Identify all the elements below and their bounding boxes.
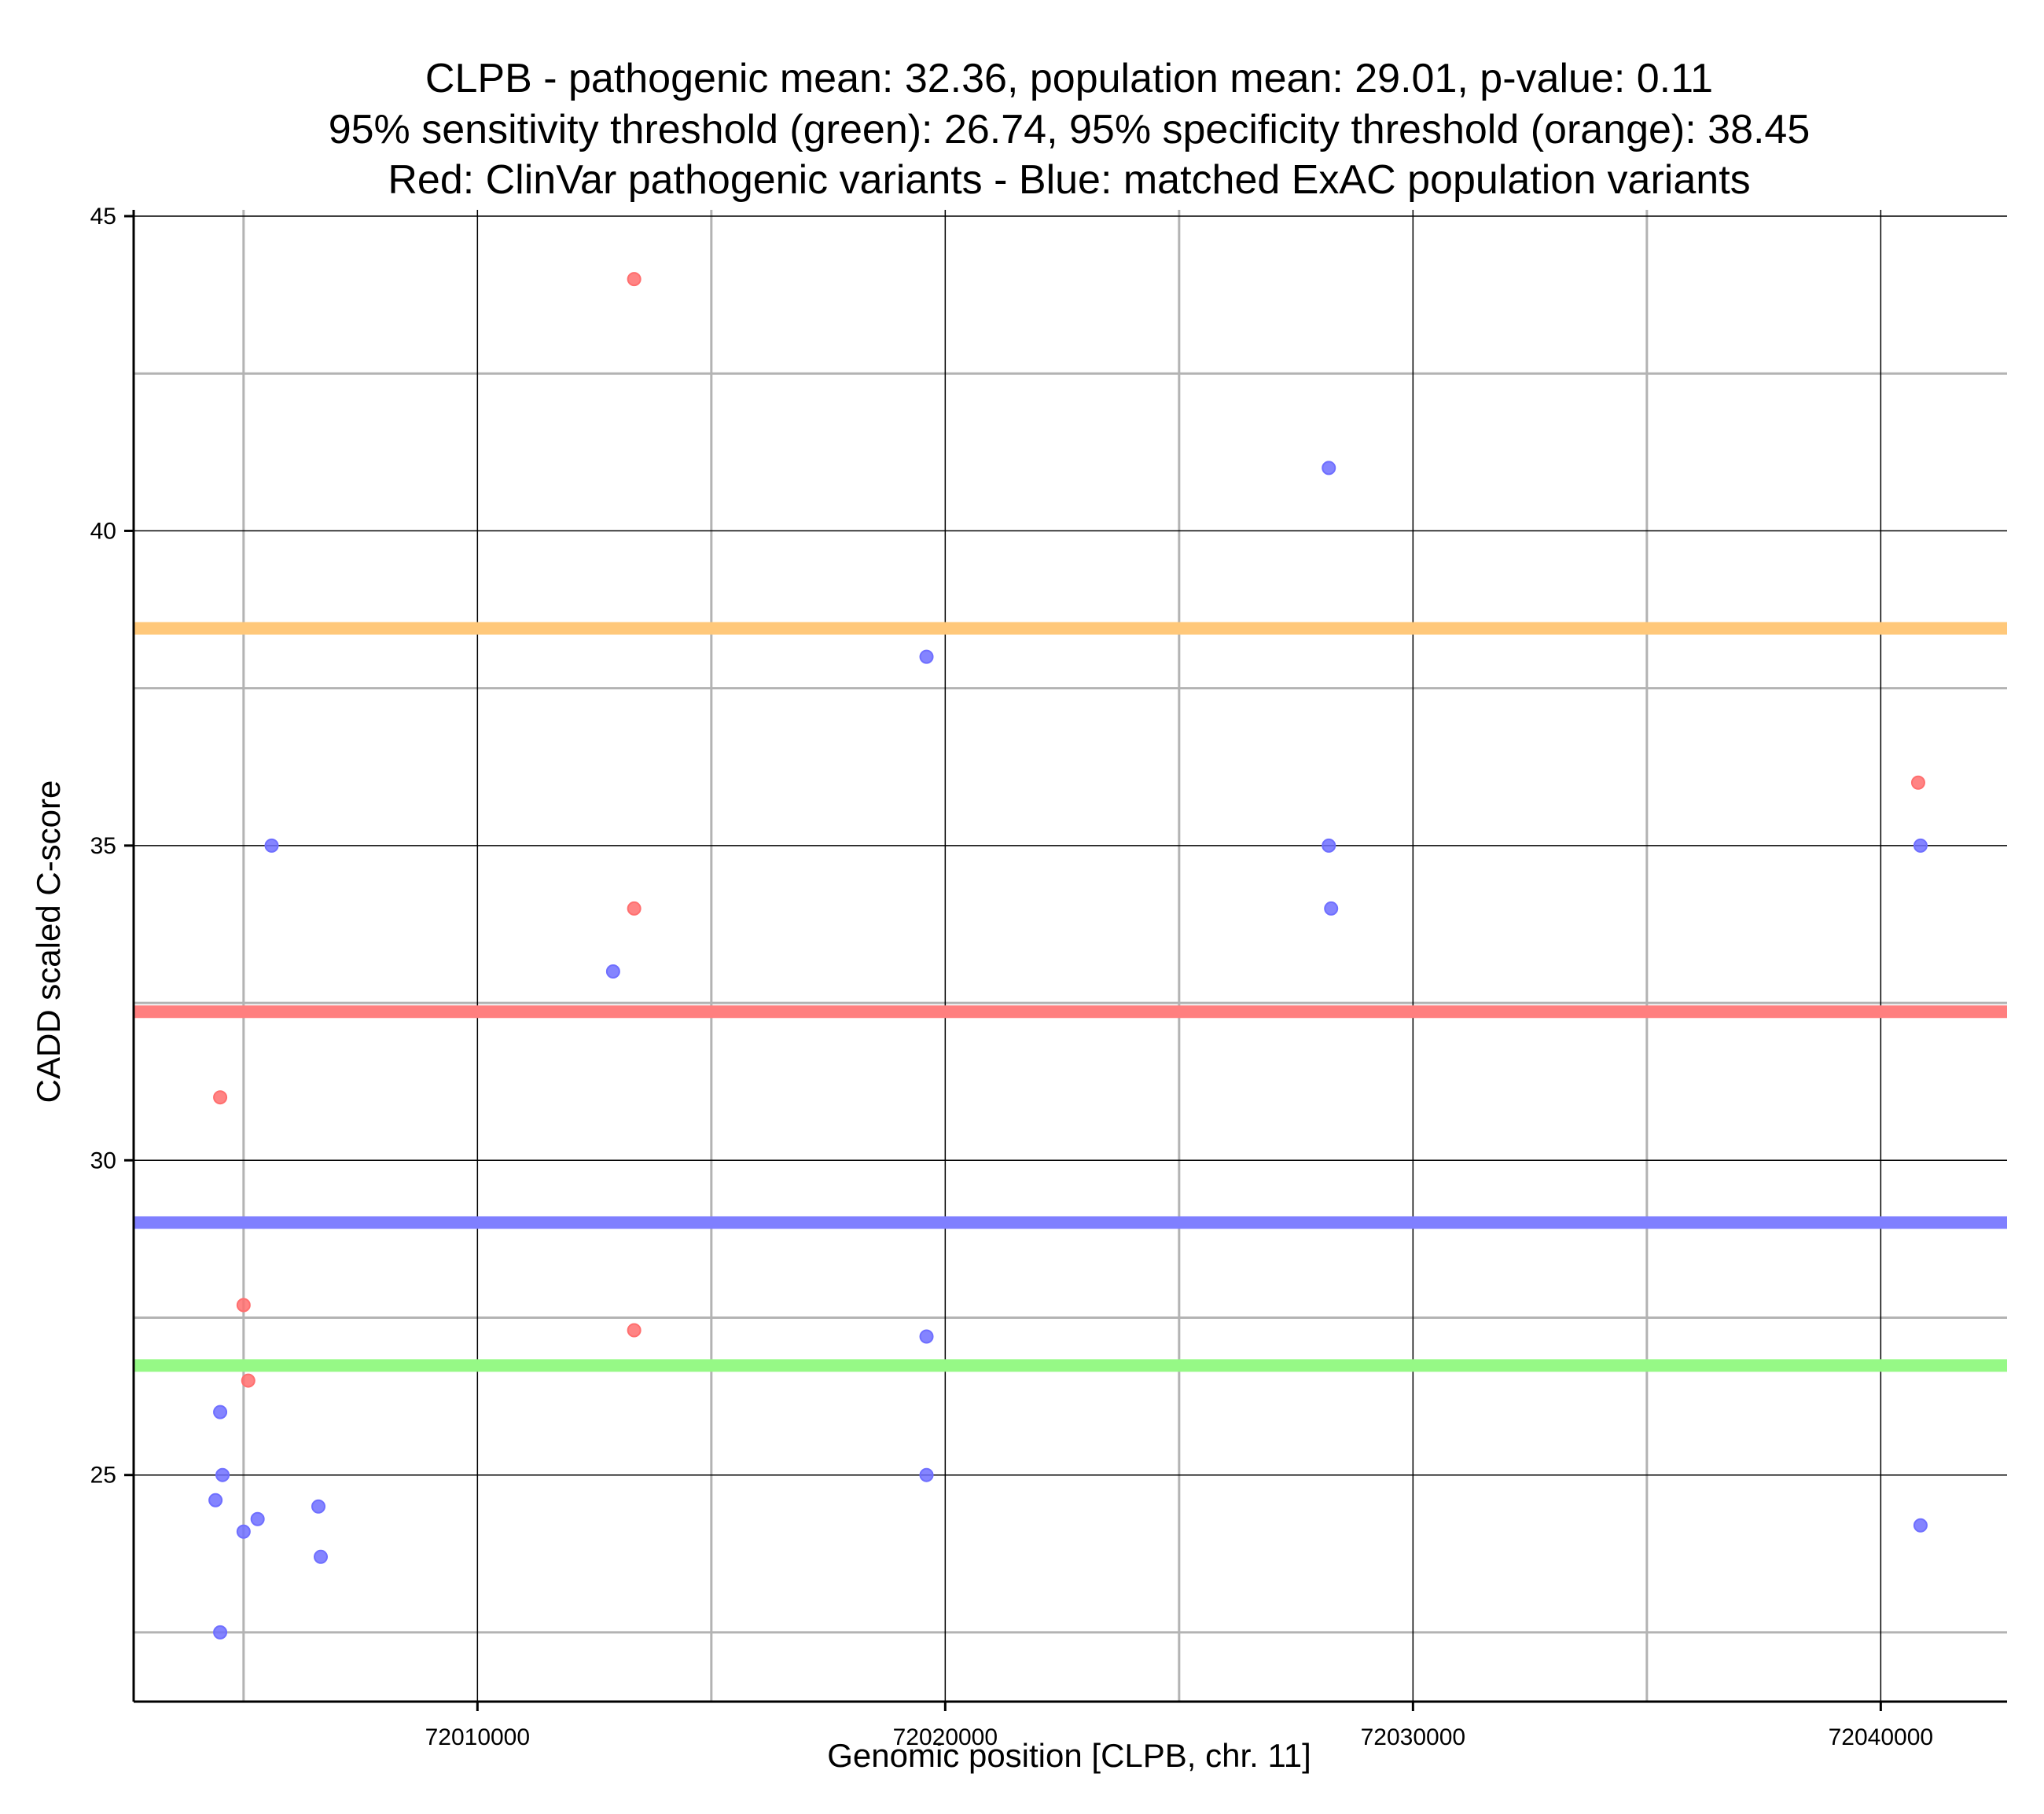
y-axis-title: CADD scaled C-score [30,780,67,1103]
title-line-3: Red: ClinVar pathogenic variants - Blue:… [388,157,1750,203]
x-tick-label: 72010000 [425,1724,530,1750]
y-tick-label: 45 [90,204,116,230]
axes [132,210,2007,1703]
population-point [311,1499,326,1514]
data-points [208,272,1928,1640]
x-tick-label: 72020000 [893,1724,998,1750]
x-axis-title: Genomic position [CLPB, chr. 11] [827,1737,1311,1774]
population-point [1322,461,1336,476]
population-point [919,1329,934,1344]
major-gridlines [134,210,2007,1702]
x-tick-label: 72040000 [1829,1724,1933,1750]
population-point [605,964,620,979]
y-axis-ticks: 25 30 35 40 45 [90,204,134,1489]
population-point [1324,901,1339,916]
pathogenic-point [1910,775,1925,790]
population-point [215,1467,230,1482]
pathogenic-point [627,272,642,287]
x-tick-label: 72030000 [1361,1724,1465,1750]
population-point [1913,838,1928,853]
population-point [236,1524,251,1539]
minor-gridlines [134,210,2007,1702]
x-axis-ticks: 72010000 72020000 72030000 72040000 [425,1702,1933,1750]
population-point [919,1467,934,1482]
pathogenic-point [213,1090,228,1105]
population-point [314,1549,329,1564]
population-point [213,1405,228,1419]
y-tick-label: 25 [90,1463,116,1489]
population-point [208,1493,223,1507]
population-point [1913,1518,1928,1533]
pathogenic-point [241,1373,256,1388]
y-tick-label: 35 [90,833,116,859]
population-point [1322,838,1336,853]
title-line-2: 95% sensitivity threshold (green): 26.74… [329,107,1811,152]
pathogenic-point [627,901,642,916]
population-point [250,1511,265,1526]
pathogenic-point [627,1323,642,1338]
y-tick-label: 40 [90,518,116,544]
pathogenic-point [236,1298,251,1313]
population-point [213,1625,228,1640]
y-tick-label: 30 [90,1148,116,1173]
title-line-1: CLPB - pathogenic mean: 32.36, populatio… [425,56,1713,101]
chart-title: CLPB - pathogenic mean: 32.36, populatio… [329,56,1811,203]
population-point [264,838,279,853]
threshold-lines [134,622,2007,1372]
population-point [919,649,934,664]
